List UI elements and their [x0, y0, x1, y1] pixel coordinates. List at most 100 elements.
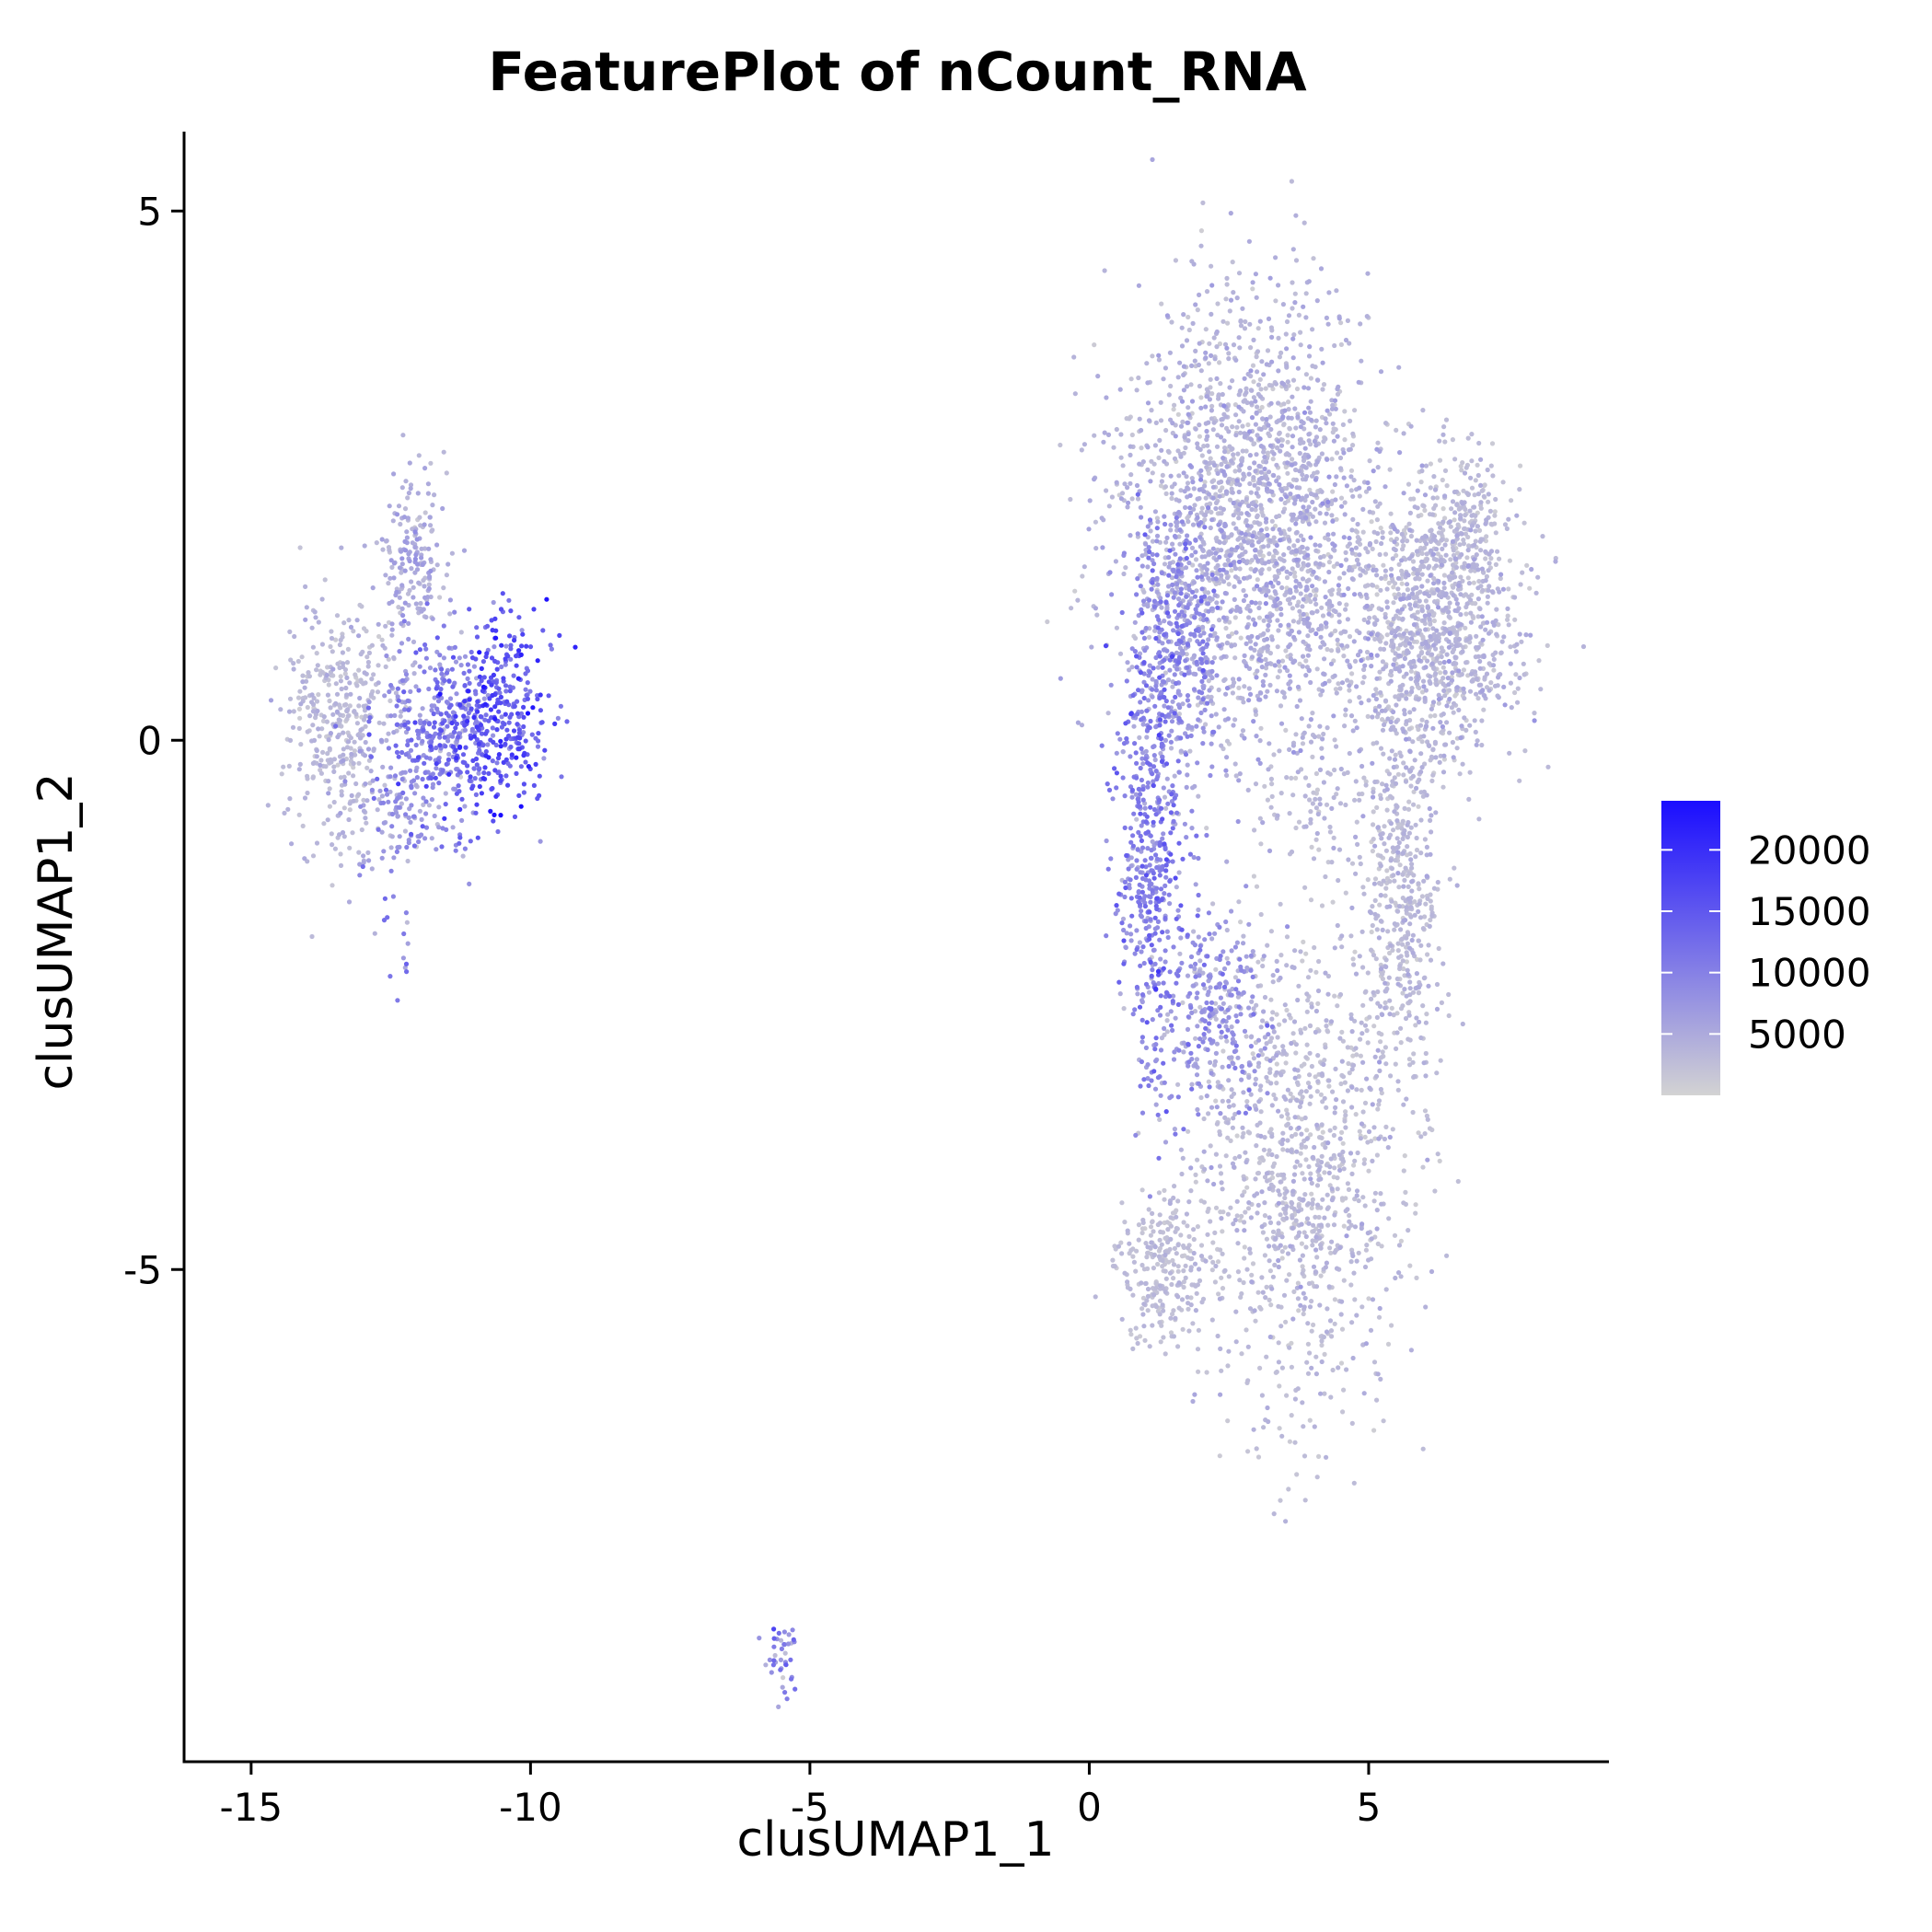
cell-point: [1364, 1243, 1370, 1248]
cell-point: [1372, 1054, 1378, 1059]
cell-point: [1249, 558, 1255, 563]
cell-point: [1184, 338, 1190, 343]
cell-point: [1373, 538, 1379, 545]
cell-point: [1191, 1236, 1197, 1243]
cell-point: [339, 792, 344, 798]
cell-point: [1405, 587, 1410, 593]
cell-point: [318, 770, 324, 776]
cell-point: [1476, 682, 1482, 688]
cell-point: [1300, 1270, 1305, 1277]
cell-point: [1380, 976, 1385, 982]
cell-point: [1371, 1198, 1377, 1204]
cell-point: [1406, 481, 1412, 487]
cell-point: [1408, 914, 1414, 920]
cell-point: [1323, 1265, 1328, 1270]
cell-point: [1472, 669, 1478, 675]
cell-point: [1432, 739, 1438, 745]
cell-point: [1508, 680, 1513, 686]
cell-point: [1461, 538, 1466, 543]
cell-point: [1311, 856, 1317, 862]
cell-point: [1376, 1030, 1382, 1035]
cell-point: [1383, 964, 1389, 969]
cell-point: [1302, 1115, 1308, 1121]
cell-point: [1410, 559, 1417, 564]
cell-point: [1429, 813, 1434, 818]
cell-point: [1345, 677, 1350, 683]
cell-point: [1171, 1276, 1176, 1281]
cell-point: [1390, 1127, 1395, 1132]
cell-point: [1322, 1058, 1327, 1063]
cell-point: [1259, 1052, 1265, 1058]
cell-point: [1394, 1030, 1400, 1035]
cell-point: [1365, 655, 1371, 661]
cell-point: [1394, 804, 1400, 810]
cell-point: [1286, 545, 1291, 551]
cell-point: [1400, 850, 1406, 856]
cell-point: [384, 538, 389, 544]
cell-point: [1267, 682, 1273, 688]
cell-point: [1408, 606, 1414, 611]
cell-point: [1345, 1045, 1350, 1050]
cell-point: [1349, 1067, 1355, 1072]
cell-point: [1209, 509, 1214, 515]
cell-point: [1209, 1267, 1215, 1273]
cell-point: [1301, 561, 1306, 566]
cell-point: [1263, 665, 1269, 671]
cell-point: [1235, 451, 1241, 457]
cell-point: [1400, 990, 1406, 996]
cell-point: [1239, 458, 1244, 464]
cell-point: [1317, 427, 1323, 433]
cell-point: [409, 579, 414, 584]
cell-point: [1328, 1328, 1335, 1334]
cell-point: [1247, 1306, 1254, 1312]
cell-point: [1502, 522, 1509, 527]
cell-point: [1458, 612, 1463, 618]
cell-point: [1370, 922, 1375, 929]
cell-point: [1425, 658, 1430, 664]
cell-point: [1405, 834, 1410, 840]
cell-point: [1424, 719, 1429, 724]
cell-point: [1136, 1237, 1141, 1243]
cell-point: [1382, 893, 1388, 898]
cell-point: [310, 853, 317, 859]
cell-point: [1238, 430, 1244, 435]
cell-point: [337, 832, 342, 838]
cell-point: [1348, 446, 1353, 452]
cell-point: [1390, 556, 1395, 561]
cell-point: [1458, 505, 1463, 511]
cell-point: [1373, 1073, 1380, 1079]
cell-point: [1260, 513, 1266, 518]
cell-point: [1305, 975, 1312, 980]
cell-point: [304, 678, 309, 684]
cell-point: [1264, 1041, 1269, 1047]
cell-point: [1422, 914, 1428, 920]
cell-point: [1308, 897, 1314, 903]
cell-point: [304, 605, 309, 610]
cell-point: [1286, 407, 1291, 412]
cell-point: [1178, 454, 1184, 459]
cell-point: [1392, 656, 1397, 663]
cell-point: [1433, 755, 1439, 760]
cell-point: [1244, 496, 1249, 503]
cell-point: [1291, 570, 1297, 575]
cell-point: [332, 846, 338, 851]
cell-point: [288, 657, 294, 663]
cell-point: [1327, 829, 1333, 835]
cell-point: [1318, 1135, 1324, 1140]
cell-point: [1373, 687, 1379, 692]
cell-point: [1389, 1005, 1394, 1011]
cell-point: [1377, 1068, 1382, 1073]
cell-point: [1222, 449, 1228, 455]
cell-point: [1304, 991, 1310, 997]
cell-point: [1239, 1290, 1244, 1297]
cell-point: [1247, 574, 1253, 580]
cell-point: [1421, 734, 1427, 739]
cell-point: [1360, 1059, 1366, 1065]
cell-point: [1194, 588, 1199, 594]
cell-point: [1455, 522, 1461, 527]
cell-point: [1128, 444, 1133, 449]
cell-point: [1401, 431, 1406, 436]
cell-point: [1307, 1050, 1313, 1056]
cell-point: [347, 801, 353, 806]
cell-point: [1283, 1060, 1289, 1066]
